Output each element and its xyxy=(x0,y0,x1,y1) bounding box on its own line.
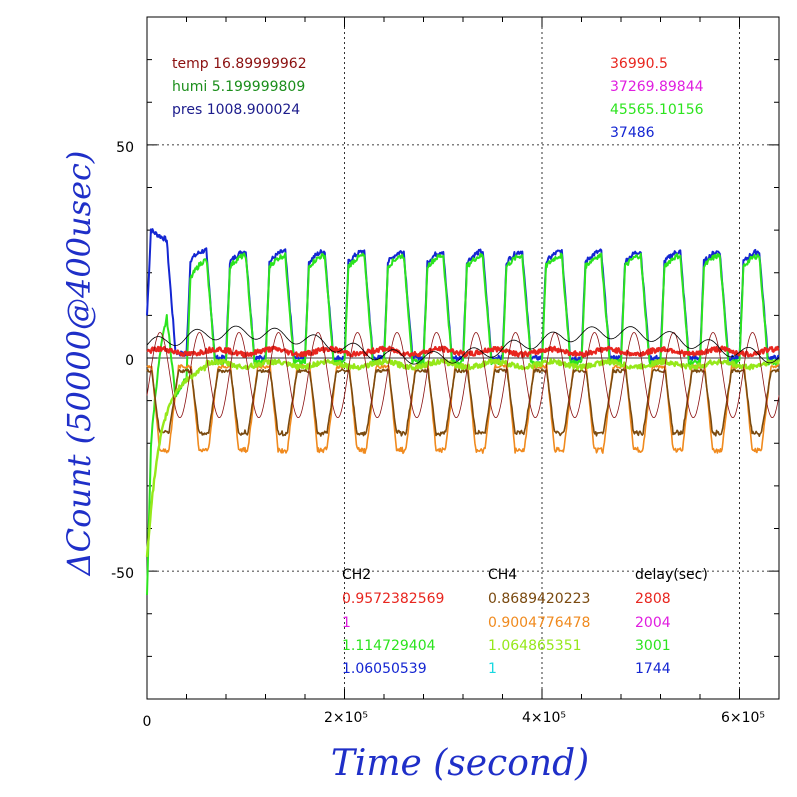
table-header-ch4: CH4 xyxy=(488,567,517,583)
ref-value-blue: 37486 xyxy=(610,125,655,141)
ch4-factor-row3: 1.064865351 xyxy=(488,638,582,654)
env-temp: temp 16.89999962 xyxy=(172,56,307,72)
ch2-factor-row1: 0.9572382569 xyxy=(342,591,444,607)
delay-row3: 3001 xyxy=(635,638,671,654)
env-pres: pres 1008.900024 xyxy=(172,102,300,118)
x-axis-title: Time (second) xyxy=(331,743,589,784)
y-tick-label-50: 50 xyxy=(116,140,134,156)
ref-value-green: 45565.10156 xyxy=(610,102,704,118)
series-brown-ch4 xyxy=(146,368,780,438)
delay-row4: 1744 xyxy=(635,661,671,677)
x-tick-label-200000: 2×10⁵ xyxy=(324,710,368,726)
x-tick-label-600000: 6×10⁵ xyxy=(721,710,765,726)
ch2-factor-row4: 1.06050539 xyxy=(342,661,427,677)
x-tick-label-0: 0 xyxy=(143,714,152,730)
ch2-factor-row2: 1 xyxy=(342,615,351,631)
ref-value-magenta: 37269.89844 xyxy=(610,79,704,95)
y-tick-labels: 50 0 -50 xyxy=(111,140,134,582)
ch4-factor-row2: 0.9004776478 xyxy=(488,615,590,631)
ch2-factor-row3: 1.114729404 xyxy=(342,638,436,654)
series-darkred-ch2-thin xyxy=(146,332,780,419)
series-green-ch2 xyxy=(146,252,780,596)
table-header-ch2: CH2 xyxy=(342,567,371,583)
ch4-factor-row4: 1 xyxy=(488,661,497,677)
x-tick-labels: 0 2×10⁵ 4×10⁵ 6×10⁵ xyxy=(143,710,766,730)
y-tick-label-minus50: -50 xyxy=(111,566,134,582)
reference-values: 36990.5 37269.89844 45565.10156 37486 xyxy=(610,56,704,141)
x-tick-label-400000: 4×10⁵ xyxy=(522,710,566,726)
ch4-factor-row1: 0.8689420223 xyxy=(488,591,590,607)
series-black-ref xyxy=(146,325,780,365)
series-lightgreen-ch4 xyxy=(145,358,781,557)
table-header-delay: delay(sec) xyxy=(635,567,708,583)
y-axis-title: ΔCount (50000@400usec) xyxy=(60,151,98,578)
series-group xyxy=(145,228,781,596)
factor-table: CH2 CH4 delay(sec) 0.9572382569 0.868942… xyxy=(342,567,708,677)
y-tick-label-0: 0 xyxy=(125,353,134,369)
env-info: temp 16.89999962 humi 5.199999809 pres 1… xyxy=(172,56,307,118)
delay-row2: 2004 xyxy=(635,615,671,631)
env-humi: humi 5.199999809 xyxy=(172,79,305,95)
ref-value-red: 36990.5 xyxy=(610,56,668,72)
delay-row1: 2808 xyxy=(635,591,671,607)
